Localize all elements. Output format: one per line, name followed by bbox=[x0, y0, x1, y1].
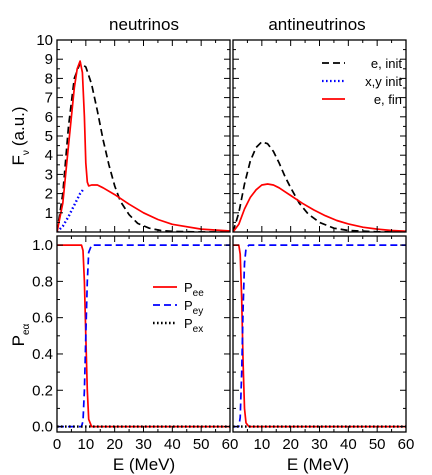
x-tick-label: 40 bbox=[340, 436, 357, 453]
x-tick-label: 50 bbox=[193, 436, 210, 453]
ylabel-probability: Peα bbox=[9, 323, 32, 346]
x-tick-label: 10 bbox=[253, 436, 270, 453]
y-tick-label: 7 bbox=[45, 90, 53, 107]
ylabel-prob-sub: eα bbox=[21, 323, 32, 335]
xlabel-left: E (MeV) bbox=[113, 455, 175, 474]
x-tick-label: 40 bbox=[164, 436, 181, 453]
y-tick-label: 6 bbox=[45, 109, 53, 126]
ylabel-flux: Fν (a.u.) bbox=[9, 106, 32, 165]
x-tick-label: 60 bbox=[398, 436, 415, 453]
x-tick-label: 60 bbox=[222, 436, 239, 453]
y-tick-label: 0.0 bbox=[32, 419, 53, 436]
x-tick-label: 20 bbox=[106, 436, 123, 453]
y-tick-label: 1.0 bbox=[32, 237, 53, 254]
y-tick-label: 0.8 bbox=[32, 273, 53, 290]
series-line-3-2 bbox=[57, 244, 230, 428]
legend-label: Pee bbox=[184, 280, 204, 299]
y-tick-label: 0.2 bbox=[32, 382, 53, 399]
y-tick-label: 10 bbox=[36, 32, 53, 49]
plot-frame bbox=[56, 39, 231, 233]
x-tick-label: 10 bbox=[77, 436, 94, 453]
ylabel-flux-sub: ν bbox=[21, 150, 32, 155]
y-tick-label: 2 bbox=[45, 186, 53, 203]
y-tick-label: 3 bbox=[45, 166, 53, 183]
y-tick-label: 5 bbox=[45, 128, 53, 145]
series-line-4-1 bbox=[233, 244, 406, 428]
x-tick-label: 30 bbox=[311, 436, 328, 453]
panel-neutrino-spectra: 1 2 3 4 5 6 7 8 9 10 bbox=[36, 32, 231, 233]
panel-antineutrino-probability: 10 20 30 40 50 60 bbox=[232, 235, 415, 453]
xlabel-right: E (MeV) bbox=[287, 455, 349, 474]
series-line-3-1 bbox=[57, 244, 230, 428]
panel-antineutrino-spectra bbox=[232, 39, 407, 233]
y-tick-label: 4 bbox=[45, 147, 53, 164]
series-line-1-1 bbox=[57, 62, 230, 232]
title-antineutrinos: antineutrinos bbox=[268, 15, 365, 34]
y-tick-label: 0.4 bbox=[32, 346, 53, 363]
ylabel-prob-main: P bbox=[9, 335, 28, 346]
series-line-2-1 bbox=[233, 140, 406, 232]
y-tick-label: 8 bbox=[45, 70, 53, 87]
x-tick-label: 20 bbox=[282, 436, 299, 453]
x-tick-label: 30 bbox=[135, 436, 152, 453]
series-line-2-2 bbox=[233, 183, 406, 232]
x-tick-label: 0 bbox=[53, 436, 61, 453]
panel-neutrino-probability: 0.0 0.2 0.4 0.6 0.8 1.0 0 10 20 30 40 50 60 bbox=[32, 235, 239, 453]
plot-frame bbox=[232, 235, 407, 433]
y-tick-label: 0.6 bbox=[32, 310, 53, 327]
legend-label: Pey bbox=[184, 298, 203, 317]
series-line-1-3 bbox=[57, 60, 230, 232]
y-tick-label: 1 bbox=[45, 205, 53, 222]
legend-label: e, fin bbox=[374, 92, 402, 107]
ylabel-flux-unit: (a.u.) bbox=[9, 106, 28, 146]
series-line-4-2 bbox=[233, 244, 406, 428]
title-neutrinos: neutrinos bbox=[109, 15, 179, 34]
legend-spectra: e, init x,y init e, fin bbox=[322, 56, 402, 107]
y-tick-label: 9 bbox=[45, 51, 53, 68]
legend-label: x,y init bbox=[365, 74, 402, 89]
ylabel-flux-main: F bbox=[9, 155, 28, 165]
legend-label: Pex bbox=[184, 316, 203, 335]
legend-label: e, init bbox=[371, 56, 402, 71]
x-tick-label: 50 bbox=[369, 436, 386, 453]
